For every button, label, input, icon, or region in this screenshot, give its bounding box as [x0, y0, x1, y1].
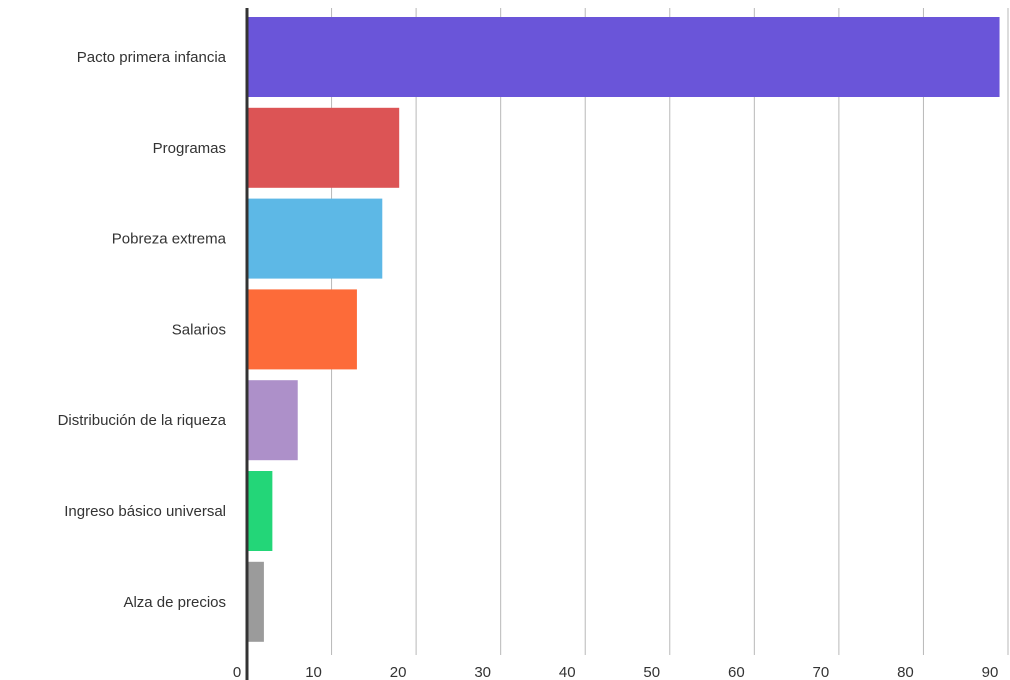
x-tick-label: 0 [233, 664, 241, 680]
x-tick-label: 80 [897, 664, 914, 680]
category-label: Programas [153, 140, 226, 157]
bar[interactable] [247, 198, 383, 279]
bar[interactable] [247, 380, 298, 461]
category-label: Alza de precios [123, 594, 226, 611]
category-label: Salarios [172, 321, 226, 338]
category-label: Pacto primera infancia [77, 49, 227, 66]
bar[interactable] [247, 471, 273, 551]
category-label: Pobreza extrema [112, 231, 227, 248]
bar[interactable] [247, 107, 400, 188]
x-tick-label: 50 [643, 664, 660, 680]
x-tick-label: 10 [305, 664, 322, 680]
bar[interactable] [247, 289, 357, 370]
x-tick-labels: 0 10 20 30 40 50 60 70 80 90 [233, 664, 999, 680]
gridlines [331, 8, 1009, 655]
x-tick-label: 70 [813, 664, 830, 680]
category-label: Ingreso básico universal [64, 503, 226, 520]
category-labels: Pacto primera infancia Programas Pobreza e… [58, 49, 227, 611]
x-tick-label: 60 [728, 664, 745, 680]
x-tick-label: 90 [982, 664, 999, 680]
bars [247, 17, 1000, 642]
category-label: Distribución de la riqueza [58, 412, 227, 429]
x-tick-label: 30 [474, 664, 491, 680]
x-tick-label: 20 [390, 664, 407, 680]
bar[interactable] [247, 17, 1000, 97]
bar[interactable] [247, 561, 264, 642]
x-tick-label: 40 [559, 664, 576, 680]
